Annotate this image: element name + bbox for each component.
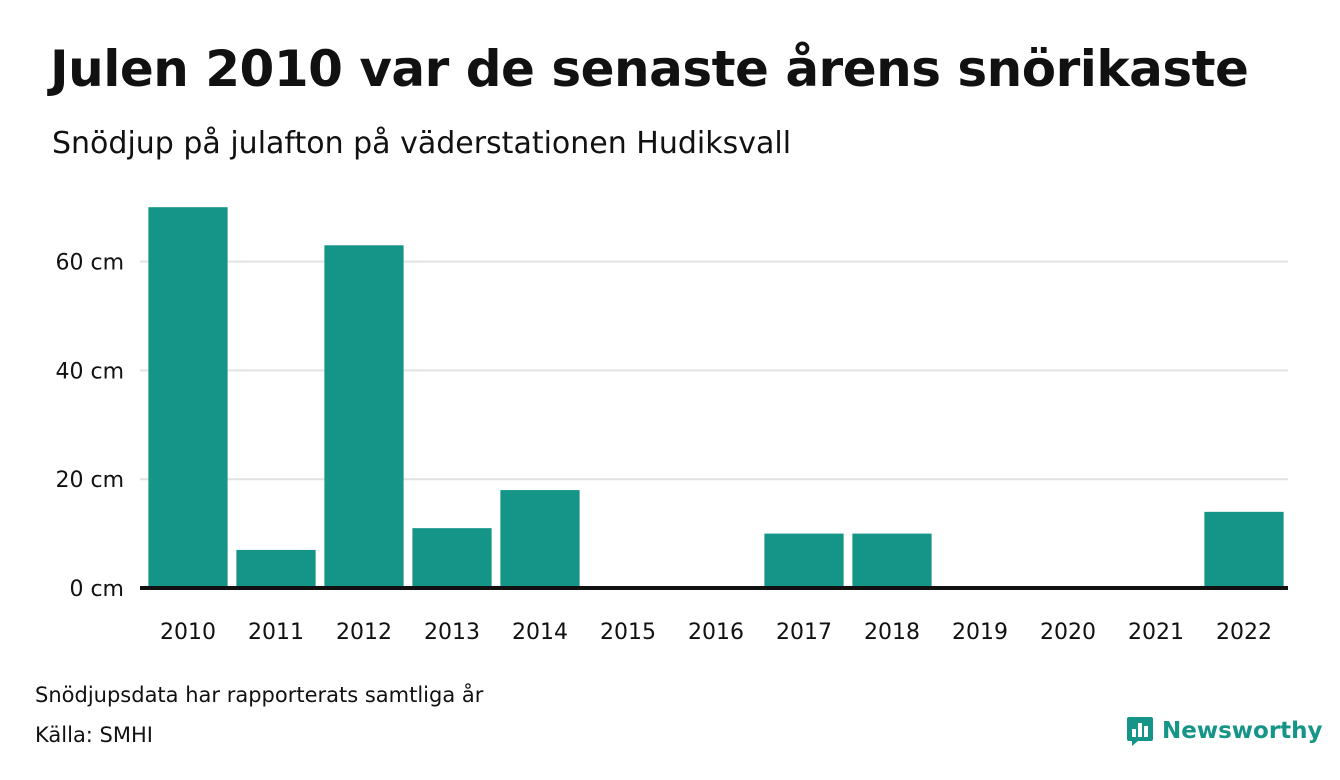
y-tick-label: 20 cm: [55, 468, 124, 493]
x-tick-label: 2021: [1128, 620, 1184, 645]
x-tick-label: 2012: [336, 620, 392, 645]
bar: [412, 528, 492, 588]
data-note: Snödjupsdata har rapporterats samtliga å…: [35, 683, 484, 707]
bar: [500, 490, 580, 588]
chart-subtitle: Snödjup på julafton på väderstationen Hu…: [52, 126, 792, 161]
y-tick-label: 40 cm: [55, 359, 124, 384]
bar: [852, 533, 932, 588]
bar-chart-speech-bubble-icon: [1127, 717, 1153, 746]
source-note: Källa: SMHI: [35, 723, 153, 747]
x-tick-label: 2014: [512, 620, 568, 645]
bar: [764, 533, 844, 588]
x-tick-label: 2020: [1040, 620, 1096, 645]
bar: [1204, 511, 1284, 588]
x-tick-label: 2018: [864, 620, 920, 645]
chart-title: Julen 2010 var de senaste årens snörikas…: [50, 40, 1249, 98]
x-tick-label: 2013: [424, 620, 480, 645]
y-tick-label: 60 cm: [55, 251, 124, 276]
x-tick-label: 2010: [160, 620, 216, 645]
brand-logo: Newsworthy: [1126, 715, 1323, 747]
x-tick-label: 2015: [600, 620, 656, 645]
x-tick-label: 2019: [952, 620, 1008, 645]
x-tick-label: 2017: [776, 620, 832, 645]
bar: [148, 207, 228, 588]
x-tick-label: 2011: [248, 620, 304, 645]
bar: [236, 549, 316, 588]
x-tick-label: 2016: [688, 620, 744, 645]
y-tick-label: 0 cm: [69, 577, 124, 602]
bar: [324, 245, 404, 588]
brand-name: Newsworthy: [1162, 718, 1323, 744]
x-tick-label: 2022: [1216, 620, 1272, 645]
